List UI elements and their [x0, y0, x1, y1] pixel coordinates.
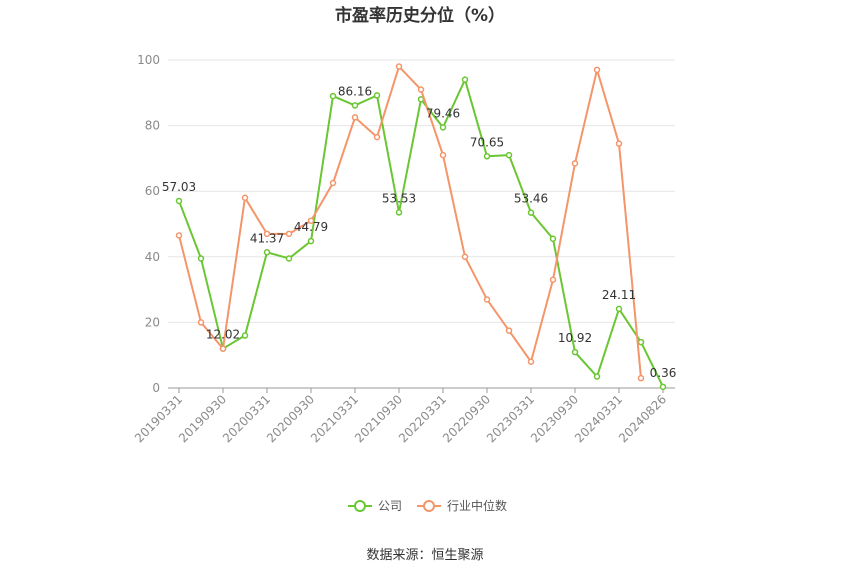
data-point — [395, 209, 403, 216]
data-point — [593, 66, 601, 74]
data-point — [527, 358, 535, 366]
data-point — [329, 179, 337, 187]
data-label: 0.36 — [650, 366, 677, 380]
data-point — [197, 255, 205, 262]
legend: 公司 行业中位数 — [348, 498, 507, 513]
data-label: 10.92 — [558, 331, 592, 345]
data-point — [659, 383, 667, 391]
data-label: 57.03 — [162, 180, 196, 194]
data-label: 86.16 — [338, 84, 372, 98]
series-line — [178, 65, 642, 379]
x-tick-label: 20240826 — [616, 392, 669, 445]
data-point — [439, 124, 447, 131]
data-point — [395, 63, 403, 70]
data-point — [549, 235, 557, 243]
data-point — [373, 92, 381, 99]
legend-label: 行业中位数 — [447, 498, 507, 513]
data-label: 44.79 — [294, 220, 328, 234]
legend-marker — [354, 500, 366, 512]
data-point — [615, 140, 623, 147]
data-point — [175, 197, 183, 205]
data-point — [483, 153, 491, 160]
data-label: 79.46 — [426, 106, 460, 120]
y-tick-label: 0 — [152, 381, 160, 395]
data-point — [285, 255, 293, 262]
axes: 0204060801002019033120190930202003312020… — [132, 53, 675, 445]
data-point — [527, 209, 535, 216]
data-point — [351, 114, 359, 121]
y-tick-label: 60 — [145, 184, 160, 198]
data-point — [241, 194, 249, 202]
data-label: 12.02 — [206, 328, 240, 342]
data-point — [505, 151, 513, 159]
legend-item: 公司 — [348, 499, 402, 513]
data-label: 53.53 — [382, 191, 416, 205]
chart-title: 市盈率历史分位（%） — [335, 5, 505, 26]
data-point — [549, 276, 557, 284]
data-point — [439, 151, 447, 159]
data-point — [461, 76, 469, 83]
legend-marker — [423, 500, 435, 512]
legend-item: 行业中位数 — [417, 498, 507, 513]
data-point — [461, 253, 469, 261]
y-tick-label: 40 — [145, 250, 160, 264]
series-layer — [175, 63, 667, 391]
data-point — [571, 348, 579, 356]
data-point — [571, 160, 579, 167]
y-tick-label: 80 — [145, 119, 160, 133]
data-point — [263, 249, 271, 256]
data-source: 数据来源：恒生聚源 — [366, 548, 483, 563]
data-point — [483, 296, 491, 303]
y-tick-label: 100 — [137, 53, 160, 67]
data-point — [615, 305, 623, 313]
data-point — [307, 237, 315, 245]
data-point — [285, 230, 293, 238]
legend-label: 公司 — [378, 499, 402, 513]
data-point — [593, 373, 601, 380]
data-label: 41.37 — [250, 231, 284, 245]
data-point — [307, 217, 315, 224]
data-point — [219, 345, 227, 352]
data-label: 70.65 — [470, 135, 504, 149]
data-point — [197, 319, 205, 326]
data-point — [637, 338, 645, 346]
y-tick-label: 20 — [145, 315, 160, 329]
grid — [168, 59, 675, 323]
data-point — [175, 232, 183, 239]
data-point — [417, 86, 425, 93]
data-point — [241, 332, 249, 339]
data-point — [505, 327, 513, 334]
data-point — [329, 92, 337, 100]
data-label: 24.11 — [602, 288, 636, 302]
data-labels: 57.03 12.02 41.37 44.79 86.16 53.53 79.46 70.65… — [162, 84, 677, 379]
data-point — [351, 102, 359, 109]
data-label: 53.46 — [514, 192, 548, 206]
data-point — [263, 230, 271, 238]
data-point — [373, 133, 381, 141]
data-point — [637, 374, 645, 382]
series-1 — [175, 63, 645, 382]
